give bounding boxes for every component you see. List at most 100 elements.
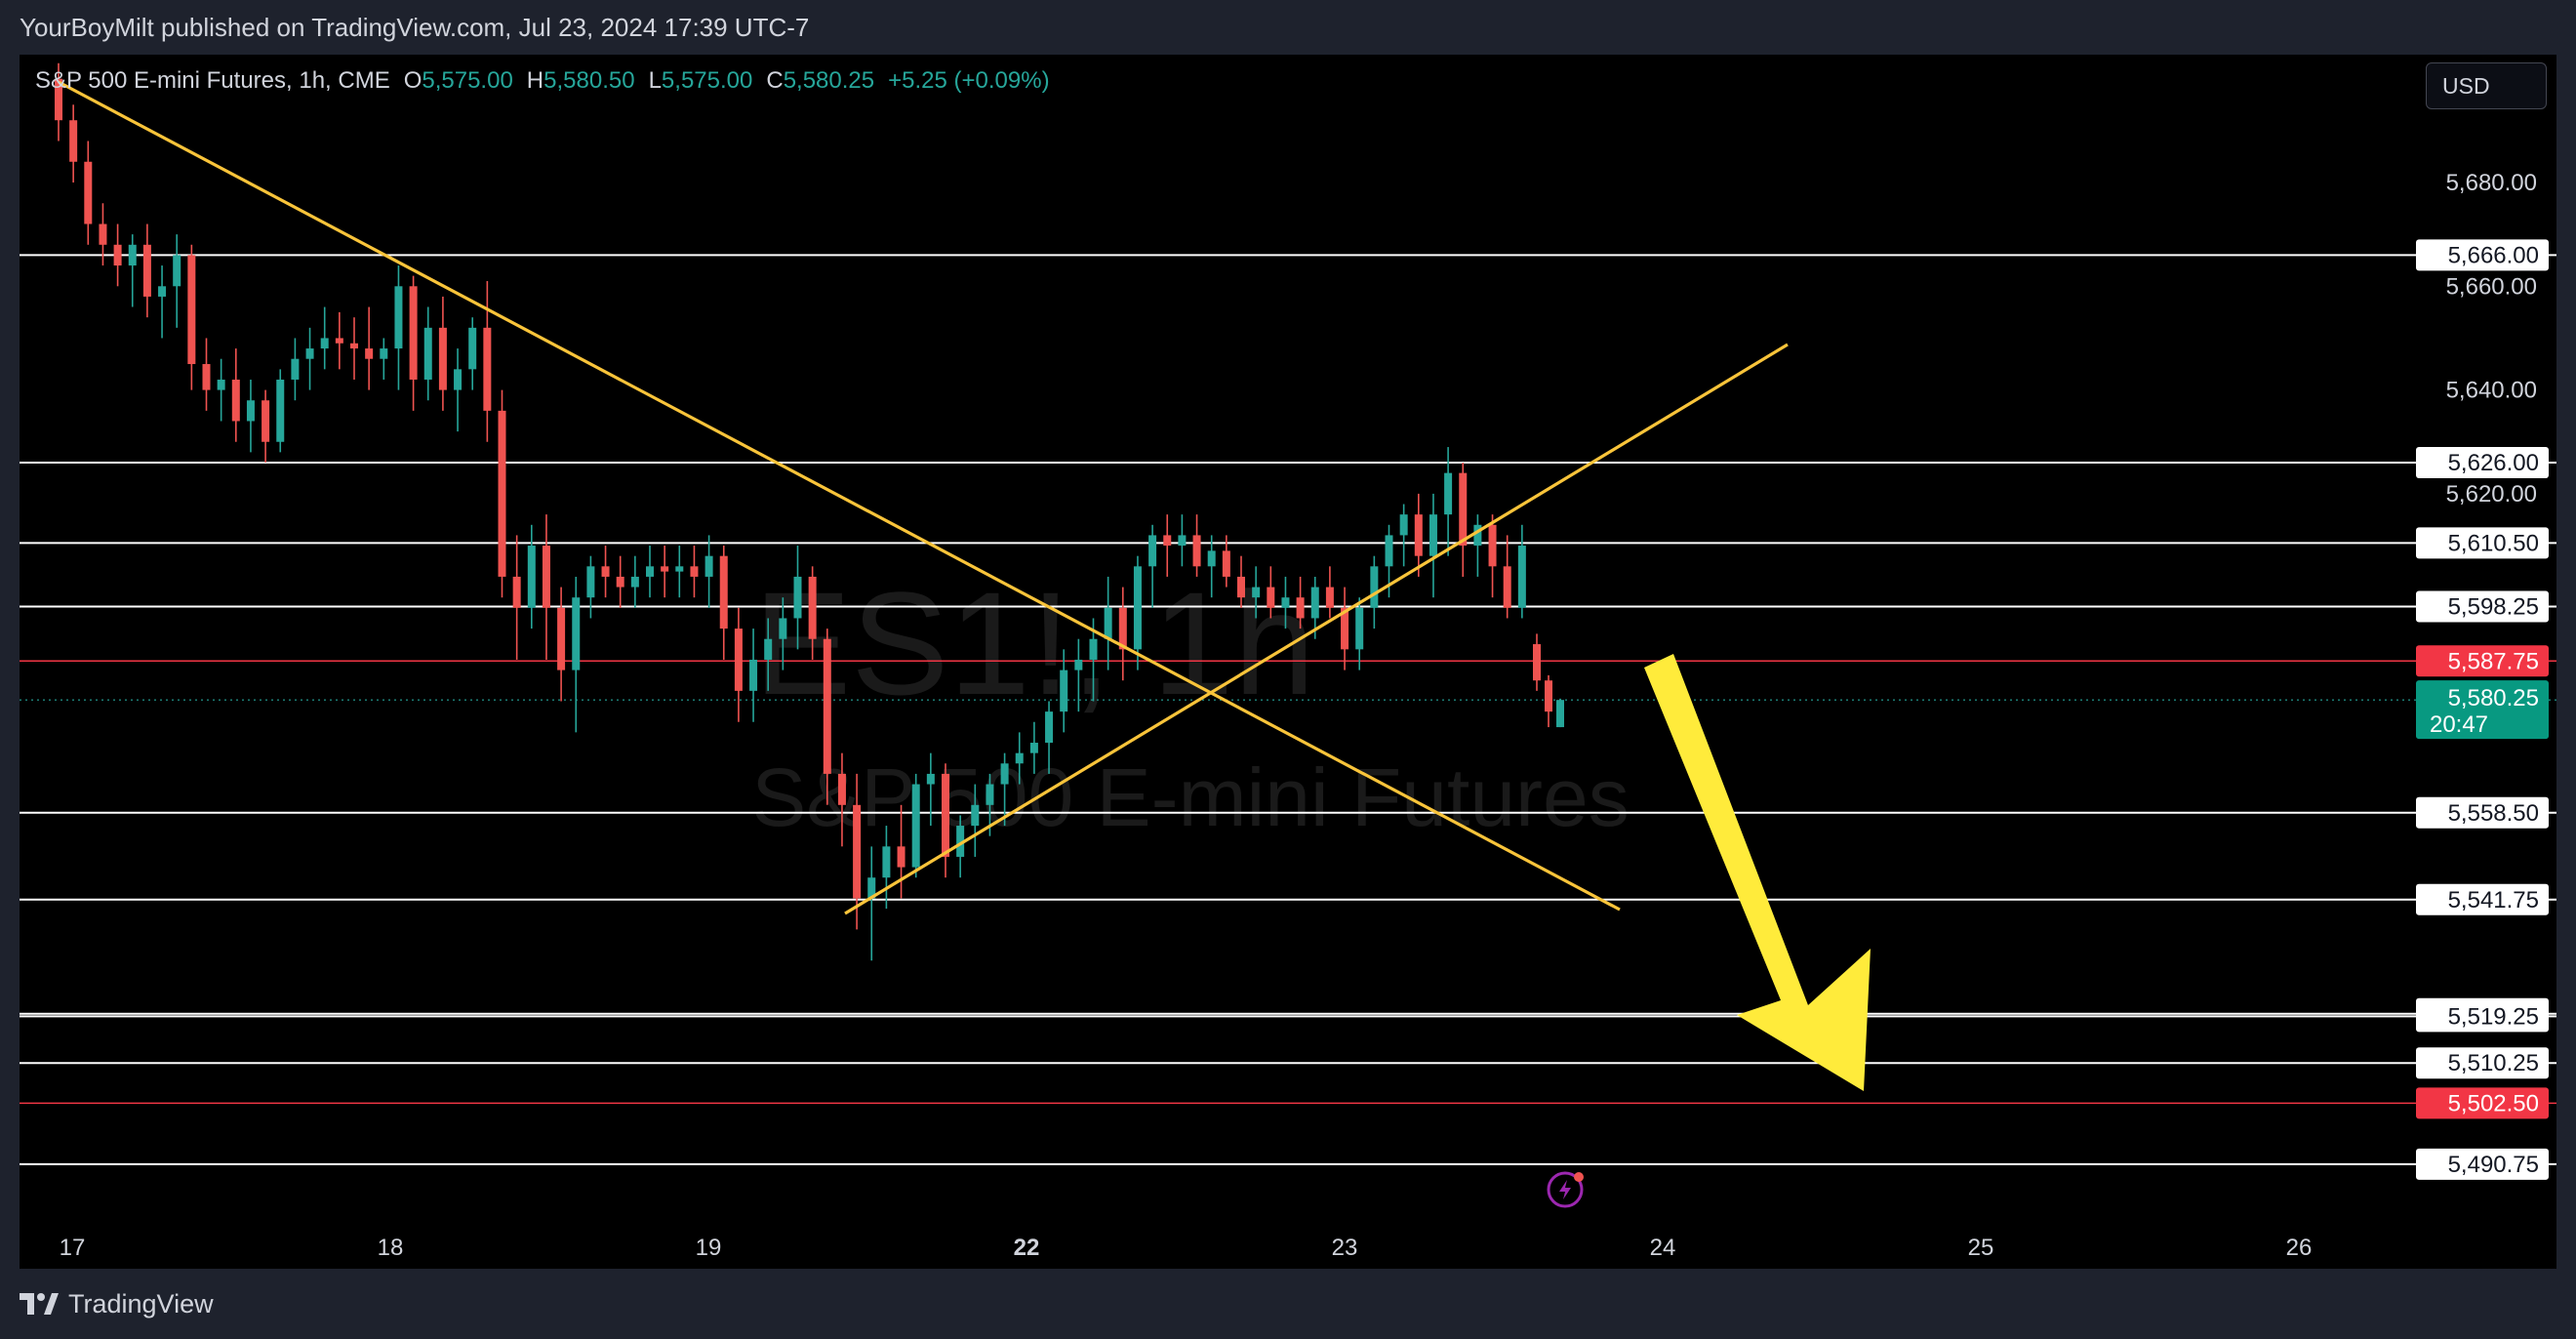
candle-body[interactable] — [1192, 535, 1201, 567]
candle-body[interactable] — [1517, 546, 1526, 608]
candle-body[interactable] — [1267, 587, 1275, 608]
bearish-arrow[interactable] — [1644, 654, 1871, 1091]
trendline-up[interactable] — [844, 343, 1789, 915]
candle-body[interactable] — [1399, 514, 1408, 536]
candle-body[interactable] — [1133, 566, 1142, 650]
candle-body[interactable] — [99, 223, 107, 245]
candle-body[interactable] — [438, 327, 447, 390]
candle-body[interactable] — [1488, 524, 1497, 567]
candle-body[interactable] — [734, 629, 743, 691]
candle-body[interactable] — [926, 773, 935, 785]
candle-body[interactable] — [113, 244, 122, 266]
candle-body[interactable] — [365, 348, 374, 359]
candle-body[interactable] — [719, 555, 728, 629]
candle-body[interactable] — [1178, 535, 1187, 547]
candle-body[interactable] — [350, 343, 358, 349]
candle-body[interactable] — [897, 846, 906, 868]
candle-body[interactable] — [483, 327, 492, 411]
candle-body[interactable] — [1252, 587, 1261, 598]
candle-body[interactable] — [69, 120, 78, 162]
candle-body[interactable] — [527, 546, 536, 608]
candle-body[interactable] — [55, 78, 62, 121]
candle-body[interactable] — [1222, 550, 1230, 577]
chart-canvas[interactable]: ES1!, 1h S&P 500 E-mini Futures 5,680.00 5,… — [20, 55, 2556, 1269]
candle-body[interactable] — [246, 400, 255, 422]
candle-body[interactable] — [1015, 752, 1024, 764]
candle-body[interactable] — [853, 804, 862, 899]
candle-body[interactable] — [423, 327, 432, 380]
candle-body[interactable] — [1089, 638, 1098, 660]
candle-body[interactable] — [1060, 670, 1068, 712]
candle-body[interactable] — [704, 555, 713, 577]
candle-body[interactable] — [542, 546, 550, 608]
candle-body[interactable] — [1281, 597, 1290, 608]
candle-body[interactable] — [1473, 524, 1482, 547]
candle-body[interactable] — [380, 348, 388, 359]
candle-body[interactable] — [1104, 607, 1112, 639]
candle-body[interactable] — [837, 773, 846, 805]
candle-body[interactable] — [498, 410, 506, 577]
candle-body[interactable] — [956, 826, 965, 857]
candle-body[interactable] — [202, 364, 211, 390]
candle-body[interactable] — [142, 244, 151, 297]
candle-body[interactable] — [690, 566, 699, 577]
candle-body[interactable] — [572, 597, 581, 670]
candle-body[interactable] — [1355, 607, 1364, 650]
candle-body[interactable] — [84, 161, 93, 224]
candle-body[interactable] — [187, 255, 196, 365]
candle-body[interactable] — [1000, 763, 1009, 785]
candle-body[interactable] — [646, 566, 654, 577]
candle-body[interactable] — [942, 773, 949, 857]
candle-body[interactable] — [1045, 711, 1054, 744]
chart-panel[interactable]: ES1!, 1h S&P 500 E-mini Futures 5,680.00 5,… — [20, 55, 2556, 1269]
candle-body[interactable] — [276, 379, 285, 442]
candle-body[interactable] — [231, 379, 240, 422]
candle-body[interactable] — [661, 566, 669, 572]
candle-body[interactable] — [586, 566, 595, 598]
candle-body[interactable] — [1370, 566, 1379, 608]
candle-body[interactable] — [1341, 607, 1349, 650]
event-lightning-icon[interactable] — [1547, 1171, 1584, 1208]
candle-body[interactable] — [1385, 535, 1393, 567]
candle-body[interactable] — [1545, 680, 1552, 712]
candle-body[interactable] — [764, 638, 773, 660]
candle-body[interactable] — [1163, 535, 1172, 547]
candle-body[interactable] — [217, 379, 225, 390]
candle-body[interactable] — [1414, 514, 1423, 556]
candle-body[interactable] — [1296, 597, 1305, 619]
candle-body[interactable] — [305, 348, 314, 359]
candle-body[interactable] — [512, 576, 521, 608]
candle-body[interactable] — [986, 784, 994, 805]
trendline-down[interactable] — [58, 80, 1621, 912]
candle-body[interactable] — [173, 255, 181, 287]
candle-body[interactable] — [823, 638, 831, 774]
candle-body[interactable] — [911, 784, 920, 868]
candle-body[interactable] — [779, 618, 787, 639]
candle-body[interactable] — [1503, 566, 1511, 608]
candle-body[interactable] — [409, 286, 418, 380]
candle-body[interactable] — [1237, 576, 1245, 598]
candle-body[interactable] — [1459, 472, 1468, 547]
candle-body[interactable] — [808, 576, 817, 639]
candle-body[interactable] — [749, 659, 758, 691]
candle-body[interactable] — [793, 576, 802, 619]
candle-body[interactable] — [630, 576, 639, 588]
candle-body[interactable] — [616, 576, 624, 588]
candle-body[interactable] — [128, 244, 137, 266]
candle-body[interactable] — [557, 607, 566, 670]
candle-body[interactable] — [1310, 587, 1319, 619]
candle-body[interactable] — [320, 338, 329, 349]
candle-body[interactable] — [454, 369, 463, 390]
candle-body[interactable] — [1533, 644, 1541, 681]
candle-body[interactable] — [468, 327, 477, 370]
candle-body[interactable] — [867, 877, 876, 899]
candle-body[interactable] — [601, 566, 610, 577]
candle-body[interactable] — [291, 358, 300, 380]
candle-body[interactable] — [335, 338, 343, 344]
candle-body[interactable] — [971, 804, 980, 827]
candle-body[interactable] — [1074, 659, 1083, 670]
candle-body[interactable] — [1148, 535, 1157, 567]
candle-body[interactable] — [1207, 550, 1216, 567]
candle-body[interactable] — [1556, 700, 1564, 728]
candle-body[interactable] — [1029, 743, 1038, 753]
